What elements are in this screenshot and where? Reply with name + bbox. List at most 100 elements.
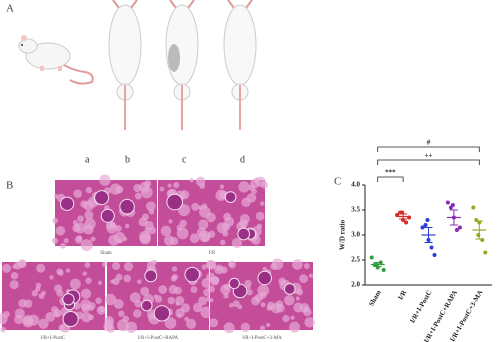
- tubule: [137, 279, 142, 285]
- tubule: [170, 275, 177, 282]
- tubule: [54, 312, 60, 318]
- data-point: [483, 250, 488, 255]
- tubule: [275, 300, 284, 308]
- tubule: [211, 276, 220, 285]
- tubule: [51, 237, 59, 244]
- tubule: [109, 183, 122, 195]
- data-point: [457, 225, 462, 230]
- tubule: [254, 293, 263, 302]
- tubule: [158, 285, 168, 294]
- significance-bracket: [377, 176, 404, 182]
- tubule: [52, 217, 59, 224]
- histology-caption: I/R+I-PostC: [41, 336, 66, 341]
- data-point: [454, 228, 459, 232]
- tubule: [83, 200, 94, 212]
- tubule: [133, 309, 142, 318]
- tubule: [125, 321, 138, 334]
- tubule: [223, 322, 235, 334]
- histology-caption: I/R: [209, 251, 216, 256]
- histology-images: [0, 174, 315, 334]
- glomerulus: [62, 311, 79, 328]
- tubule: [152, 259, 158, 265]
- panel-label: C: [334, 176, 341, 188]
- tubule: [250, 178, 260, 189]
- tubule: [112, 261, 121, 271]
- tubule: [260, 201, 265, 206]
- tubule: [295, 296, 300, 301]
- tubule: [189, 178, 194, 183]
- tubule: [56, 289, 64, 297]
- tubule: [77, 215, 85, 223]
- tubule: [113, 298, 124, 309]
- tubule: [167, 183, 172, 188]
- tubule: [84, 218, 96, 230]
- tubule: [49, 275, 54, 280]
- tubule: [260, 302, 266, 308]
- y-tick-label: 3.0: [351, 231, 360, 239]
- tubule: [200, 306, 213, 319]
- illustration-label: b: [125, 154, 130, 165]
- panel-label: A: [6, 3, 14, 15]
- glomerulus: [144, 269, 158, 283]
- tubule: [129, 292, 141, 303]
- tubule: [195, 176, 206, 187]
- tubule: [124, 223, 130, 229]
- tubule: [201, 264, 208, 270]
- tubule: [140, 286, 150, 296]
- data-point: [420, 225, 425, 230]
- tubule: [113, 231, 126, 244]
- glomerulus: [62, 293, 75, 306]
- glomerulus: [237, 227, 250, 241]
- y-tick-label: 2.5: [351, 256, 360, 264]
- tubule: [199, 206, 211, 218]
- tubule: [85, 186, 93, 194]
- tubule: [9, 280, 19, 290]
- tubule: [73, 189, 82, 199]
- tubule: [123, 274, 131, 283]
- tubule: [173, 182, 180, 189]
- tubule: [160, 225, 172, 237]
- tubule: [267, 301, 276, 310]
- tubule: [81, 312, 92, 323]
- tubule: [220, 284, 231, 295]
- tubule: [14, 261, 22, 270]
- tubule: [241, 197, 251, 208]
- data-point: [423, 223, 428, 227]
- tubule: [104, 293, 117, 306]
- tubule: [65, 268, 71, 273]
- tubule: [103, 322, 113, 332]
- tubule: [186, 318, 197, 330]
- tubule: [85, 277, 92, 284]
- illustration-label: a: [85, 154, 90, 165]
- tubule: [3, 310, 10, 318]
- data-point: [369, 255, 374, 260]
- tubule: [296, 288, 304, 296]
- tubule: [289, 321, 301, 333]
- tubule: [304, 317, 315, 328]
- tubule: [228, 260, 237, 269]
- tubule: [148, 209, 155, 215]
- tubule: [232, 300, 240, 308]
- tubule: [18, 299, 27, 308]
- illustration-label: d: [240, 154, 245, 165]
- tubule: [88, 306, 94, 312]
- tubule: [231, 237, 243, 249]
- tubule: [90, 236, 96, 242]
- tubule: [223, 293, 229, 299]
- tubule: [0, 326, 7, 333]
- significance-label: ***: [385, 169, 396, 177]
- tubule: [216, 266, 221, 271]
- panel-label: B: [6, 180, 13, 192]
- tubule: [168, 219, 173, 224]
- tubule: [69, 278, 81, 290]
- tubule: [63, 238, 69, 244]
- tubule: [174, 286, 182, 295]
- tubule: [266, 322, 271, 328]
- tubule: [84, 261, 91, 268]
- glomerulus: [119, 198, 135, 215]
- glomerulus: [228, 277, 240, 290]
- x-tick-label: I/R: [396, 288, 408, 301]
- tubule: [207, 230, 216, 239]
- tubule: [246, 285, 251, 290]
- y-tick-label: 2.0: [351, 281, 360, 289]
